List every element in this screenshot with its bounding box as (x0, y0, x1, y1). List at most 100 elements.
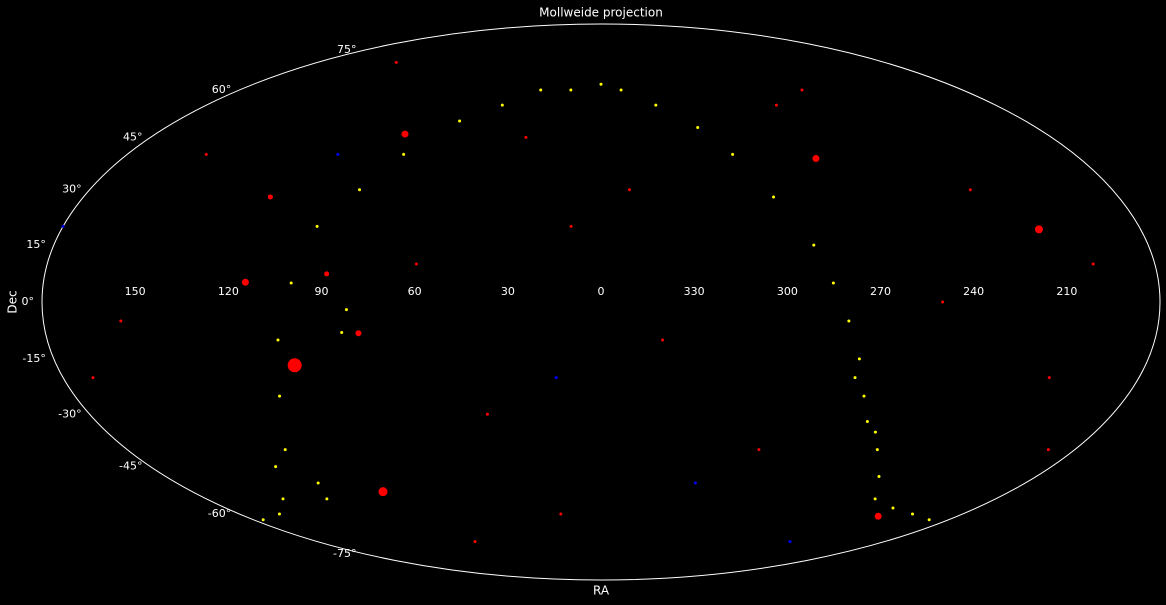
star-point (927, 518, 931, 522)
star-point (696, 125, 700, 129)
star-point (402, 152, 406, 156)
y-tick-label: 75° (337, 43, 357, 56)
star-point (340, 330, 344, 334)
star-point (524, 135, 528, 139)
y-tick-label: -15° (22, 352, 45, 365)
star-point (283, 448, 287, 452)
star-point (485, 412, 489, 416)
star-point (774, 103, 778, 107)
star-point (875, 448, 879, 452)
star-point (569, 88, 573, 92)
star-point (968, 188, 972, 192)
star-point (344, 308, 348, 312)
star-point (355, 330, 362, 337)
star-point (800, 88, 804, 92)
star-point (414, 262, 418, 266)
star-point (847, 319, 851, 323)
star-point (281, 497, 285, 501)
projection-frame (41, 23, 1161, 581)
star-point (693, 481, 697, 485)
x-tick-label: 150 (125, 285, 146, 298)
star-point (325, 497, 329, 501)
y-tick-label: 45° (123, 130, 143, 143)
star-point (500, 103, 504, 107)
star-point (812, 243, 816, 247)
star-point (857, 357, 861, 361)
star-point (241, 278, 249, 286)
star-point (274, 465, 278, 469)
star-point (1034, 225, 1043, 234)
star-point (1047, 376, 1051, 380)
star-point (599, 82, 603, 86)
y-tick-label: 0° (22, 295, 35, 308)
star-point (204, 152, 208, 156)
star-point (877, 475, 881, 479)
star-point (831, 281, 835, 285)
star-point (119, 319, 123, 323)
star-point (267, 194, 273, 200)
y-tick-label: 15° (26, 238, 46, 251)
star-point (654, 103, 658, 107)
y-tick-label: -30° (58, 407, 81, 420)
star-point (261, 518, 265, 522)
x-tick-label: 90 (315, 285, 329, 298)
star-point (378, 487, 388, 497)
star-point (401, 130, 409, 138)
star-point (61, 224, 65, 228)
star-point (394, 60, 398, 64)
x-tick-label: 60 (408, 285, 422, 298)
star-point (910, 512, 914, 516)
y-tick-label: -75° (333, 547, 356, 560)
x-tick-label: 270 (870, 285, 891, 298)
y-axis-label: Dec (6, 290, 20, 313)
star-point (315, 224, 319, 228)
star-point (569, 224, 573, 228)
star-point (874, 512, 882, 520)
star-point (873, 497, 877, 501)
star-point (276, 338, 280, 342)
star-point (862, 394, 866, 398)
star-point (853, 376, 857, 380)
star-point (772, 195, 776, 199)
star-point (757, 448, 761, 452)
star-point (539, 88, 543, 92)
star-point (812, 155, 820, 163)
x-tick-label: 210 (1056, 285, 1077, 298)
y-tick-label: -45° (119, 460, 142, 473)
y-tick-label: 30° (62, 183, 82, 196)
star-point (559, 512, 563, 516)
y-tick-label: 60° (212, 83, 232, 96)
star-point (627, 188, 631, 192)
star-point (458, 119, 462, 123)
star-point (324, 271, 330, 277)
star-point (287, 358, 302, 373)
star-point (788, 540, 792, 544)
star-point (619, 88, 623, 92)
x-tick-label: 0 (598, 285, 605, 298)
x-tick-label: 240 (963, 285, 984, 298)
star-point (316, 481, 320, 485)
star-point (941, 300, 945, 304)
x-tick-label: 300 (777, 285, 798, 298)
x-tick-label: 30 (501, 285, 515, 298)
star-point (1091, 262, 1095, 266)
y-tick-label: -60° (208, 507, 231, 520)
x-tick-label: 120 (218, 285, 239, 298)
star-point (473, 540, 477, 544)
star-point (91, 376, 95, 380)
star-point (336, 152, 340, 156)
x-axis-label: RA (593, 584, 610, 598)
star-point (1046, 448, 1050, 452)
star-point (278, 394, 282, 398)
x-tick-label: 330 (684, 285, 705, 298)
star-point (873, 430, 877, 434)
star-point (289, 281, 293, 285)
chart-title: Mollweide projection (539, 6, 663, 20)
star-point (731, 152, 735, 156)
star-point (554, 376, 558, 380)
star-point (865, 419, 869, 423)
star-point (277, 512, 281, 516)
